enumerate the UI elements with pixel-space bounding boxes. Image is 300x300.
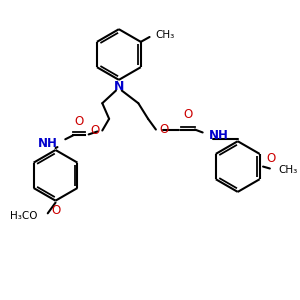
Text: O: O bbox=[90, 124, 99, 137]
Text: H₃CO: H₃CO bbox=[11, 211, 38, 221]
Text: N: N bbox=[114, 80, 124, 93]
Text: O: O bbox=[183, 108, 193, 121]
Text: CH₃: CH₃ bbox=[155, 30, 175, 40]
Text: O: O bbox=[51, 204, 60, 217]
Text: O: O bbox=[266, 152, 275, 165]
Text: O: O bbox=[160, 123, 169, 136]
Text: CH₃: CH₃ bbox=[279, 166, 298, 176]
Text: NH: NH bbox=[38, 137, 58, 150]
Text: NH: NH bbox=[208, 129, 228, 142]
Text: O: O bbox=[74, 115, 83, 128]
